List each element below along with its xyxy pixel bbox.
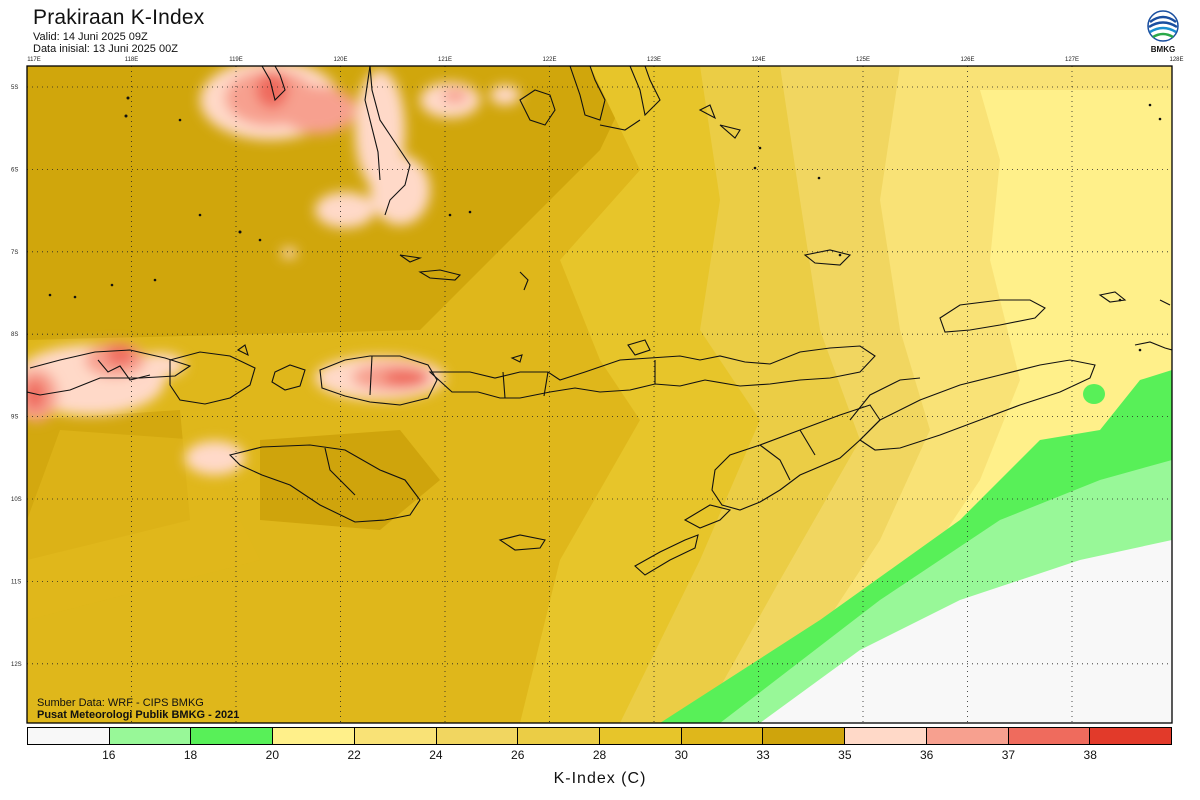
colorbar-swatch (191, 728, 274, 744)
lat-tick-label: 11S (11, 579, 21, 585)
colorbar-swatch (845, 728, 927, 744)
k-index-field (27, 66, 1172, 723)
colorbar-tick-label: 33 (756, 748, 770, 762)
lon-tick-label: 128E (1169, 57, 1183, 63)
colorbar-unit-label: K-Index (C) (553, 770, 647, 787)
colorbar-tick-label: 16 (102, 748, 116, 762)
colorbar-tick-label: 18 (183, 748, 198, 762)
colorbar-tick-label: 38 (1083, 748, 1097, 762)
lon-tick-label: 121E (438, 57, 452, 63)
colorbar-swatch (354, 728, 437, 744)
colorbar-tick-label: 35 (838, 748, 852, 762)
colorbar-swatch (926, 728, 1009, 744)
lat-lon-gridlines (27, 66, 1172, 723)
valid-time: Valid: 14 Juni 2025 09Z (33, 31, 148, 43)
lat-tick-label: 7S (11, 250, 18, 256)
k-index-colorbar (27, 727, 1172, 745)
colorbar-swatch (436, 728, 519, 744)
colorbar-tick-label: 36 (919, 748, 934, 762)
lon-tick-label: 118E (125, 57, 139, 63)
colorbar-swatch (681, 728, 764, 744)
small-islands (48, 96, 1162, 352)
colorbar-tick-label: 24 (429, 748, 443, 762)
bmkg-logo-icon (1147, 10, 1179, 42)
colorbar-swatch (109, 728, 192, 744)
lat-tick-label: 10S (11, 497, 22, 503)
colorbar-swatch (1008, 728, 1091, 744)
map-frame (26, 65, 1173, 724)
lon-tick-label: 125E (856, 57, 870, 63)
lon-tick-label: 120E (333, 57, 347, 63)
colorbar-swatch (273, 728, 355, 744)
latitude-labels: 5S 6S 7S 8S 9S 10S 11S 12S (11, 85, 22, 668)
lon-tick-label: 119E (229, 57, 243, 63)
colorbar-swatch (518, 728, 601, 744)
lon-tick-label: 126E (960, 57, 974, 63)
colorbar-swatch (1090, 728, 1172, 744)
bmkg-logo-text: BMKG (1150, 45, 1176, 54)
colorbar-swatch (600, 728, 682, 744)
lat-tick-label: 5S (11, 85, 18, 91)
lon-tick-label: 123E (647, 57, 661, 63)
k-index-map: 117E 118E 119E 120E 121E 122E 123E 124E 125E 126E… (11, 57, 1184, 724)
colorbar-swatch (763, 728, 846, 744)
lon-tick-label: 117E (27, 57, 41, 63)
center-credit: Pusat Meteorologi Publik BMKG - 2021 (37, 709, 240, 721)
lon-tick-label: 122E (542, 57, 556, 63)
coastlines (27, 66, 1172, 576)
lat-tick-label: 9S (11, 415, 18, 421)
lat-tick-label: 12S (11, 662, 22, 668)
initial-data-time: Data inisial: 13 Juni 2025 00Z (33, 43, 178, 55)
colorbar-tick-label: 26 (511, 748, 525, 762)
colorbar-tick-label: 30 (674, 748, 688, 762)
longitude-labels: 117E 118E 119E 120E 121E 122E 123E 124E 125E 126E… (27, 57, 1183, 63)
map-title: Prakiraan K-Index (33, 6, 205, 29)
colorbar-tick-label: 22 (347, 748, 361, 762)
data-source-credit: Sumber Data: WRF - CIPS BMKG (37, 697, 204, 709)
colorbar-tick-label: 28 (592, 748, 607, 762)
lon-tick-label: 127E (1065, 57, 1079, 63)
lat-tick-label: 8S (11, 332, 18, 338)
colorbar-tick-label: 20 (265, 748, 280, 762)
colorbar-tick-label: 37 (1001, 748, 1016, 762)
lon-tick-label: 124E (751, 57, 765, 63)
colorbar-swatch (28, 728, 110, 744)
lat-tick-label: 6S (11, 167, 18, 173)
